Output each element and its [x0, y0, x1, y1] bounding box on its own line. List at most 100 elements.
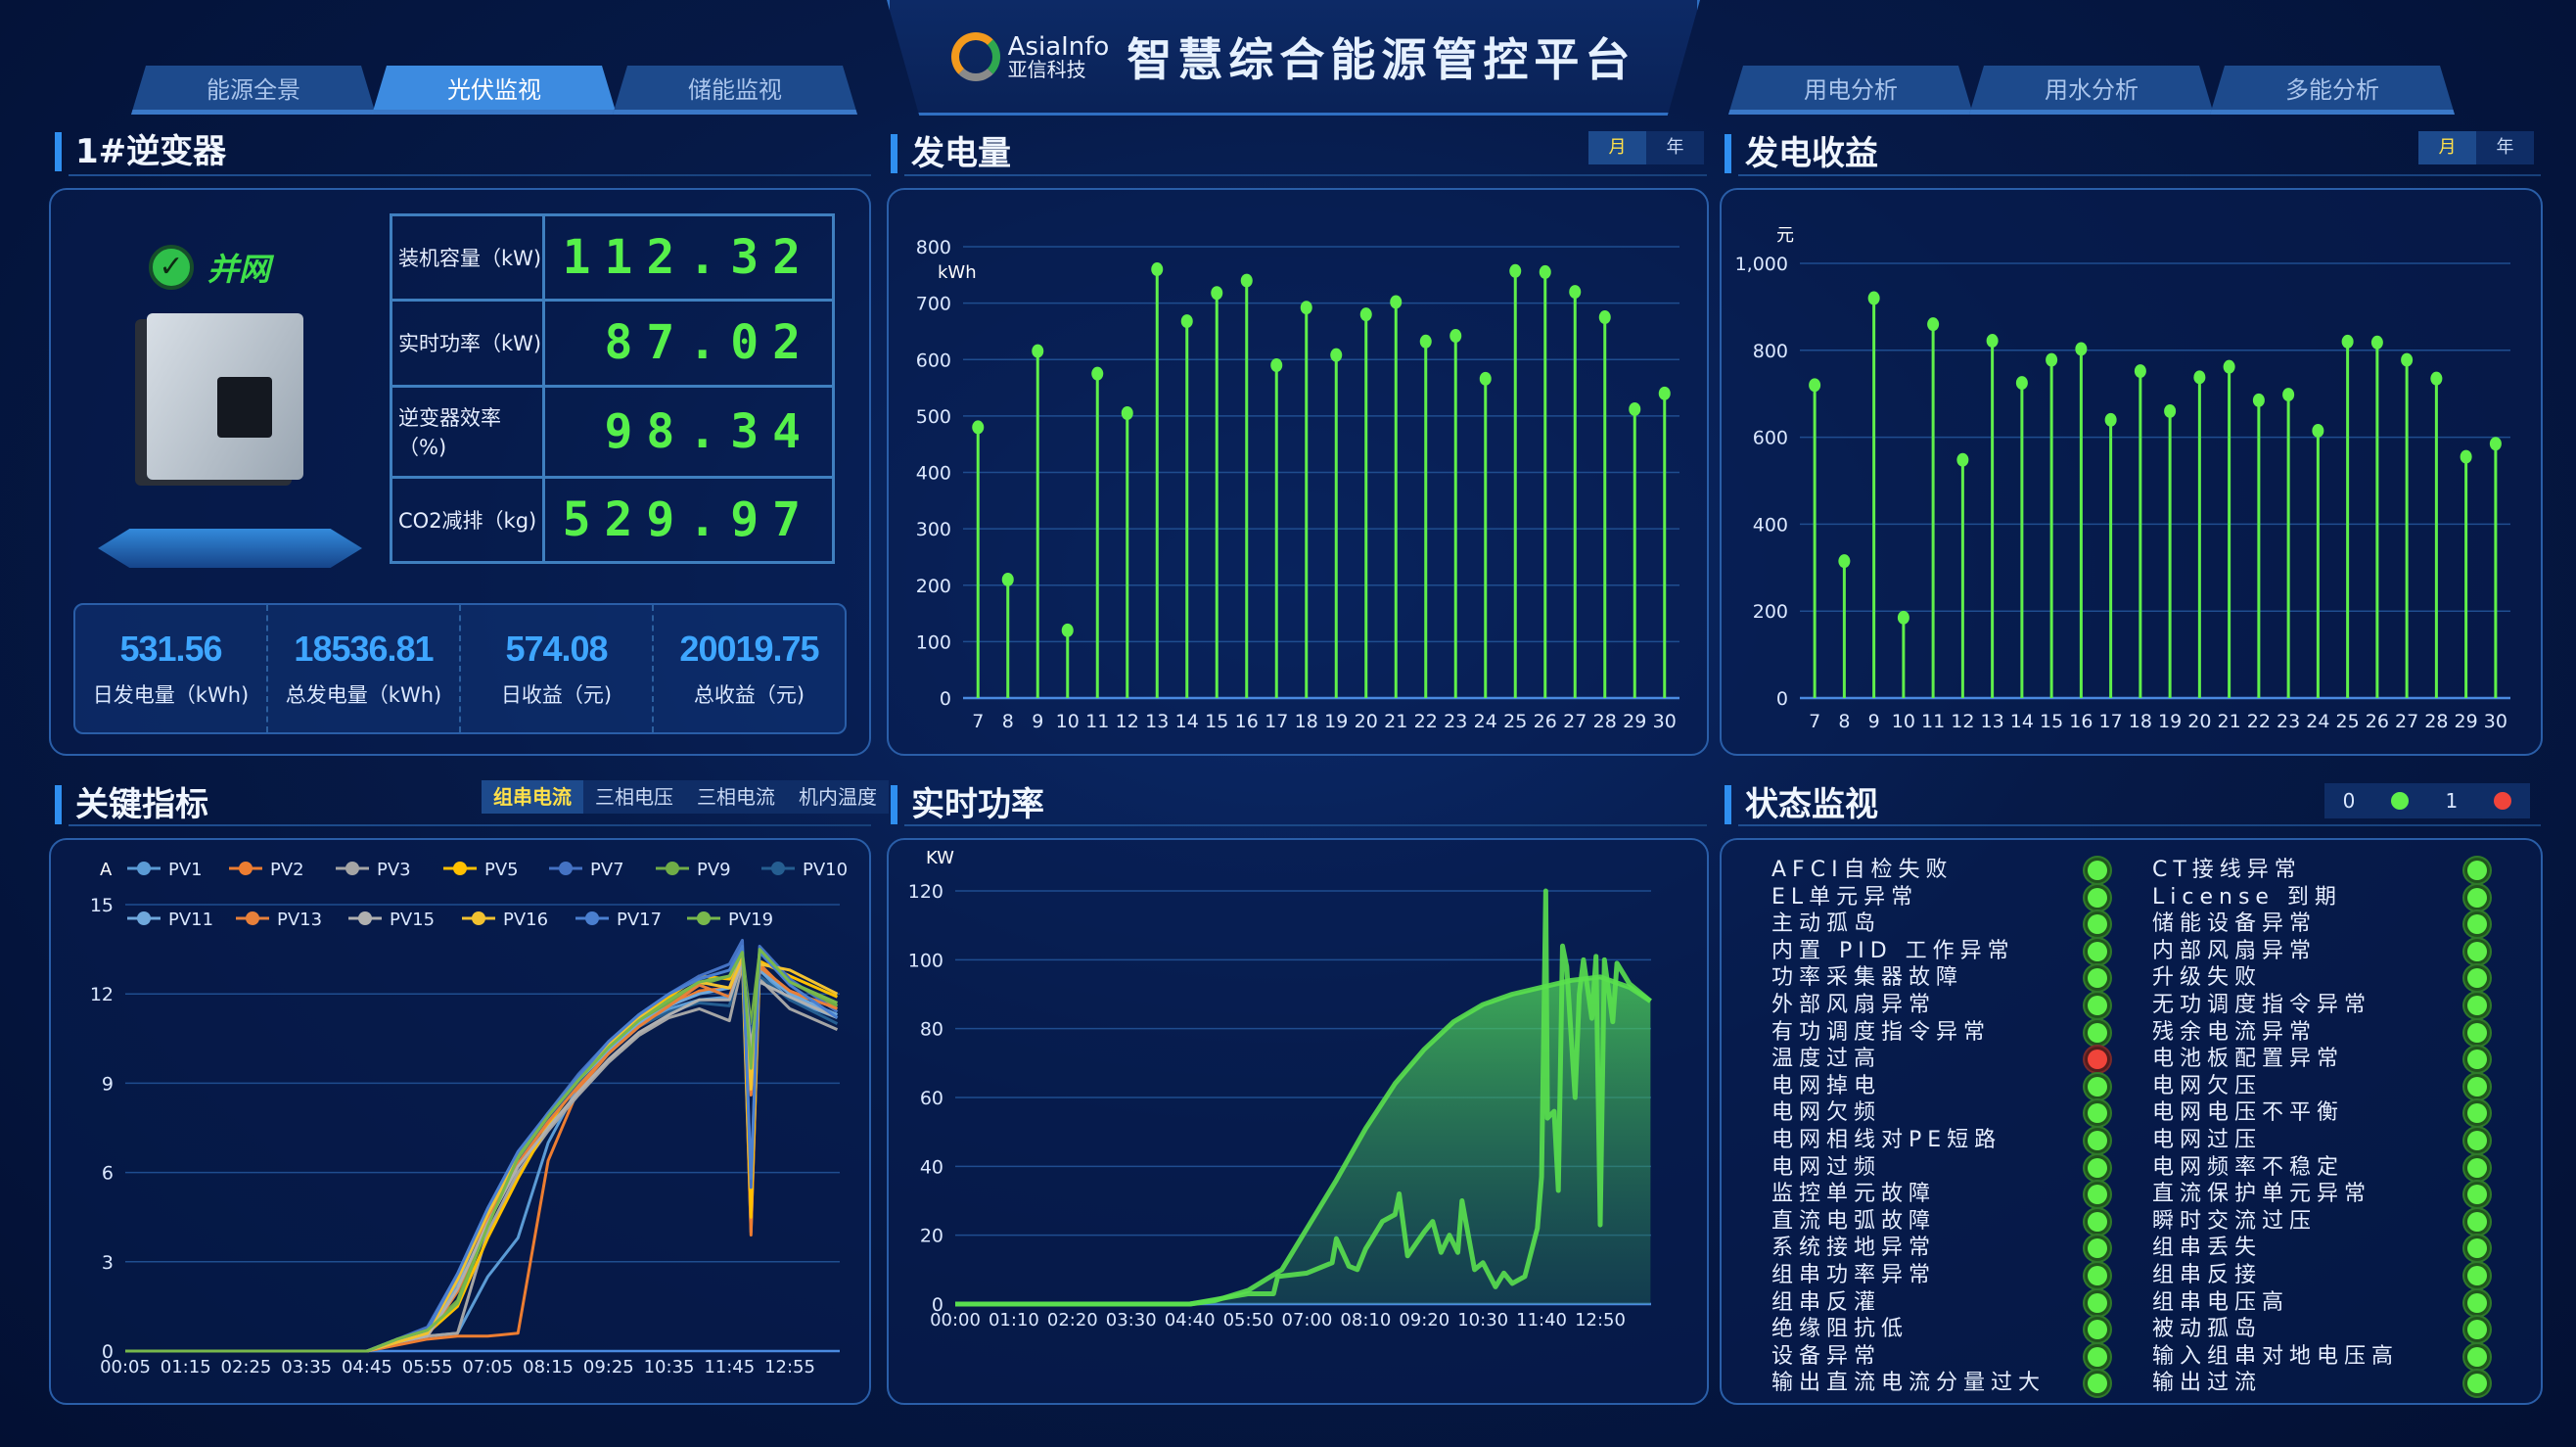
x-tick-label: 7 — [972, 711, 984, 732]
status-label: 功率采集器故障 — [1771, 965, 1964, 991]
tab-three-phase-current[interactable]: 三相电流 — [697, 785, 775, 809]
generation-title: 发电量 — [891, 134, 1011, 173]
status-normal-indicator-icon — [2467, 1238, 2487, 1259]
metric-label: 逆变器效率（%) — [390, 384, 545, 479]
legend-marker — [137, 911, 151, 925]
x-tick-label: 03:30 — [1106, 1310, 1157, 1330]
status-normal-indicator-icon — [2467, 1022, 2487, 1043]
x-tick-label: 15 — [2040, 711, 2063, 732]
summary-label: 日发电量（kWh) — [92, 683, 250, 707]
bar-point — [1180, 314, 1193, 329]
y-tick-label: 60 — [920, 1088, 943, 1109]
legend-normal-dot-icon — [2391, 792, 2410, 810]
status-normal-indicator-icon — [2467, 1211, 2487, 1232]
x-tick-label: 15 — [1205, 711, 1228, 732]
status-label: 组串反灌 — [1771, 1289, 1882, 1315]
toggle-year[interactable]: 年 — [1666, 137, 1684, 158]
status-label: 输出直流电流分量过大 — [1771, 1371, 2047, 1396]
revenue-chart: 元 0 200 400 600 800 1,000 7 8 9 10 11 12 13 14 15 16 17 18… — [1735, 225, 2510, 732]
x-tick-label: 05:50 — [1223, 1310, 1274, 1330]
bar-point — [2370, 335, 2383, 350]
legend-marker — [585, 911, 599, 925]
status-normal-indicator-icon — [2088, 1346, 2107, 1367]
summary-item: 531.56 日发电量（kWh) — [75, 605, 268, 732]
legend-label: PV17 — [617, 910, 662, 930]
status-label: 电网过压 — [2152, 1128, 2263, 1152]
app-title: 智慧综合能源管控平台 — [1127, 32, 1636, 86]
status-label: 电网欠频 — [1771, 1100, 1882, 1126]
toggle-month[interactable]: 月 — [2418, 131, 2476, 164]
tab-storage-monitor[interactable]: 储能监视 — [613, 66, 857, 115]
x-tick-label: 14 — [2010, 711, 2034, 732]
x-tick-label: 00:05 — [100, 1357, 151, 1377]
bar-point — [1091, 366, 1104, 381]
bar-point — [1867, 291, 1880, 305]
status-label: 直流电弧故障 — [1771, 1208, 1937, 1234]
toggle-year[interactable]: 年 — [2496, 137, 2514, 158]
legend-marker — [771, 862, 785, 875]
y-axis-unit: A — [100, 860, 113, 880]
x-tick-label: 11 — [1921, 711, 1945, 732]
legend-marker — [697, 911, 711, 925]
x-tick-label: 01:15 — [161, 1357, 211, 1377]
status-label: License 到期 — [2152, 884, 2342, 910]
status-normal-indicator-icon — [2467, 1103, 2487, 1124]
bar-point — [2252, 393, 2265, 407]
x-tick-label: 09:25 — [583, 1357, 634, 1377]
tab-energy-overview[interactable]: 能源全景 — [131, 66, 376, 115]
summary-item: 18536.81 总发电量（kWh) — [268, 605, 461, 732]
bar-point — [2223, 359, 2235, 374]
bar-point — [2046, 352, 2058, 367]
x-tick-label: 19 — [2158, 711, 2182, 732]
summary-label: 日收益（元) — [500, 683, 613, 707]
divider — [904, 174, 1707, 176]
bar-point — [1658, 386, 1671, 400]
status-normal-indicator-icon — [2467, 861, 2487, 880]
status-normal-indicator-icon — [2088, 1238, 2107, 1259]
tab-multi-energy-analysis[interactable]: 多能分析 — [2210, 66, 2455, 115]
x-tick-label: 30 — [1653, 711, 1677, 732]
status-normal-indicator-icon — [2467, 1320, 2487, 1340]
x-tick-label: 00:00 — [930, 1310, 981, 1330]
logo-cn: 亚信科技 — [1007, 57, 1086, 81]
metric-label: CO2减排（kg) — [390, 475, 545, 565]
tab-pv-monitor[interactable]: 光伏监视 — [372, 66, 617, 115]
tab-string-current[interactable]: 组串电流 — [482, 780, 583, 814]
legend-fault-dot-icon — [2494, 792, 2512, 810]
y-axis-unit: kWh — [938, 262, 977, 283]
status-label: 组串反接 — [2152, 1263, 2263, 1287]
legend-marker — [358, 911, 372, 925]
x-tick-label: 23 — [2277, 711, 2300, 732]
status-normal-indicator-icon — [2467, 1050, 2487, 1070]
status-normal-indicator-icon — [2088, 941, 2107, 961]
x-tick-label: 20 — [2187, 711, 2211, 732]
bar-point — [2341, 334, 2354, 349]
bar-point — [1629, 401, 1641, 416]
y-tick-label: 20 — [920, 1226, 943, 1247]
tab-water-analysis[interactable]: 用水分析 — [1969, 66, 2214, 115]
bar-point — [1359, 307, 1372, 322]
series-line-PV19 — [125, 948, 839, 1353]
metric-value: 529.97 — [542, 475, 835, 565]
x-tick-label: 24 — [2306, 711, 2329, 732]
tab-power-analysis[interactable]: 用电分析 — [1728, 66, 1973, 115]
y-tick-label: 12 — [90, 984, 114, 1005]
status-label: 电网过频 — [1771, 1154, 1882, 1180]
x-tick-label: 10:30 — [1457, 1310, 1508, 1330]
status-label: 电网欠压 — [2152, 1073, 2263, 1098]
status-label: EL单元异常 — [1771, 884, 1919, 910]
toggle-month[interactable]: 月 — [1588, 131, 1646, 164]
x-tick-label: 7 — [1809, 711, 1820, 732]
legend-label: PV10 — [803, 860, 848, 880]
x-tick-label: 27 — [1563, 711, 1587, 732]
status-normal-indicator-icon — [2467, 1076, 2487, 1097]
metric-value: 87.02 — [542, 299, 835, 388]
tab-internal-temperature[interactable]: 机内温度 — [799, 785, 877, 809]
tab-three-phase-voltage[interactable]: 三相电压 — [595, 785, 673, 809]
legend-label: PV2 — [270, 860, 304, 880]
divider — [904, 824, 1707, 826]
bar-point — [2460, 449, 2472, 464]
realtime-power-title: 实时功率 — [891, 785, 1044, 824]
status-title: 状态监视 — [1725, 785, 1878, 824]
summary-item: 20019.75 总收益（元) — [654, 605, 845, 732]
